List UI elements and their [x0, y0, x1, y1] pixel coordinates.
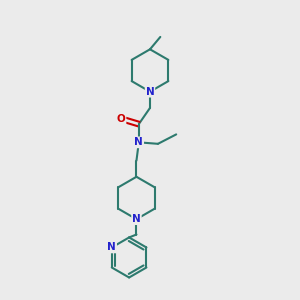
Text: N: N	[107, 242, 116, 253]
Text: N: N	[132, 214, 141, 224]
Text: N: N	[146, 87, 154, 97]
Text: O: O	[117, 114, 125, 124]
Text: N: N	[134, 137, 143, 147]
